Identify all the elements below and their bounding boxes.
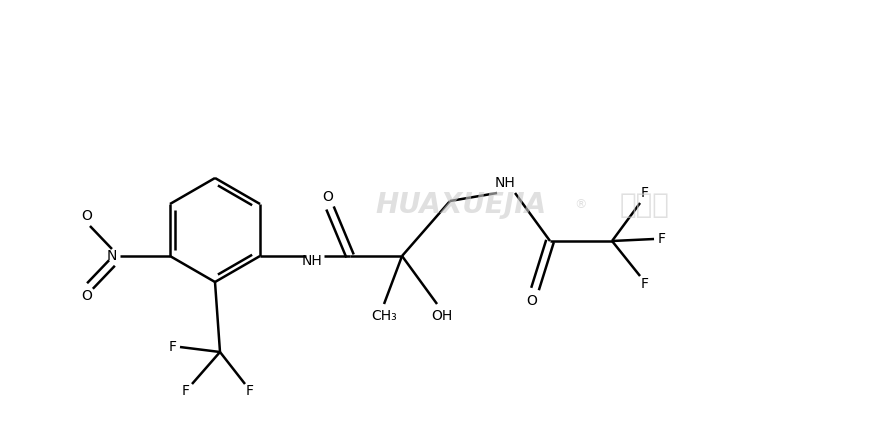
Text: O: O: [322, 190, 334, 204]
Text: O: O: [81, 209, 92, 223]
Text: ®: ®: [574, 198, 586, 212]
Text: 化学加: 化学加: [620, 191, 670, 219]
Text: NH: NH: [301, 254, 322, 268]
Text: OH: OH: [431, 309, 453, 323]
Text: O: O: [81, 289, 92, 303]
Text: F: F: [641, 186, 649, 200]
Text: F: F: [246, 384, 254, 398]
Text: NH: NH: [495, 176, 515, 190]
Text: F: F: [658, 232, 666, 246]
Text: O: O: [526, 294, 538, 308]
Text: HUAXUEJIA: HUAXUEJIA: [375, 191, 546, 219]
Text: CH₃: CH₃: [371, 309, 397, 323]
Text: F: F: [169, 340, 177, 354]
Text: F: F: [641, 277, 649, 291]
Text: F: F: [182, 384, 190, 398]
Text: N: N: [107, 249, 117, 263]
